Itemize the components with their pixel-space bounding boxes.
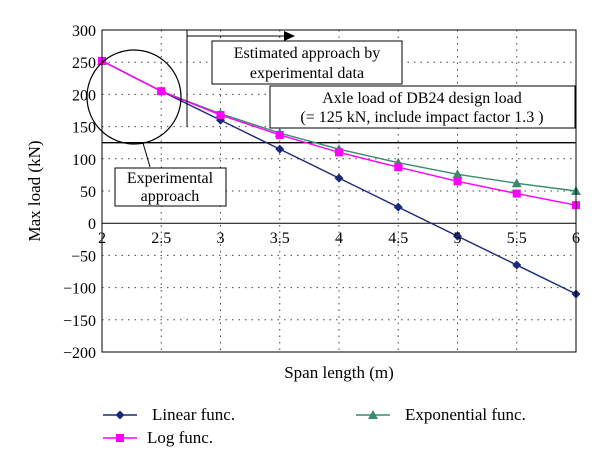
legend-label: Linear func. [152,405,235,424]
experimental-pointer [142,142,151,168]
legend-marker-triangle [368,410,378,419]
y-tick-label: −50 [71,248,96,265]
data-point-triangle [452,169,463,179]
data-point-diamond [393,202,403,212]
plot-area-frame [101,29,577,353]
axle-load-line-1: Axle load of DB24 design load [322,90,522,107]
data-point-triangle [511,178,522,188]
data-point-diamond [512,260,522,270]
y-tick-label: 50 [80,184,96,201]
data-point-square [453,177,462,186]
data-point-diamond [453,231,462,241]
data-point-square [512,189,521,198]
legend-marker-square [116,434,124,442]
tick-labels: 300 250 200 150 100 50 0 −50 −100 −150 −200 2 2.5 3 3.… [63,23,580,362]
legend-label: Log func. [147,428,213,447]
x-tick-label: 3.5 [270,230,290,247]
experimental-circle [86,49,182,145]
y-tick-label: 300 [72,23,96,40]
x-tick-label: 3 [217,230,225,247]
x-tick-label: 2 [98,230,106,247]
x-tick-label: 5 [454,230,462,247]
estimated-approach-line-1: Estimated approach by [234,45,381,62]
axle-load-line-2: (= 125 kN, include impact factor 1.3 ) [300,109,543,126]
x-tick-label: 4.5 [388,230,408,247]
y-tick-label: 250 [72,55,96,72]
y-tick-label: −150 [63,313,96,330]
x-tick-label: 4 [335,230,343,247]
data-point-square [216,111,225,120]
legend-marker-diamond [115,410,125,420]
data-point-square [275,130,284,139]
x-tick-label: 6 [572,230,580,247]
y-tick-label: 0 [88,216,96,233]
data-point-diamond [275,144,285,154]
legend: Linear func. Log func. Exponential func. [103,405,526,447]
y-tick-label: −200 [63,345,96,362]
legend-label: Exponential func. [405,405,526,424]
y-tick-label: 150 [72,120,96,137]
experimental-approach-box [114,167,227,207]
x-tick-label: 5.5 [507,230,527,247]
experimental-approach-line-2: approach [141,188,200,205]
data-point-square [157,87,166,96]
x-tick-label: 2.5 [151,230,171,247]
annotations: Estimated approach by experimental data Ex… [86,30,576,207]
experimental-approach-line-1: Experimental [127,170,214,187]
y-tick-label: 100 [72,152,96,169]
x-axis-label: Span length (m) [284,363,394,382]
y-tick-label: −100 [63,281,96,298]
data-point-diamond [334,173,344,183]
estimated-approach-box [211,40,403,85]
axle-load-box [269,85,576,129]
y-axis-label: Max load (kN) [25,140,44,241]
estimated-approach-line-2: experimental data [250,65,364,82]
arrow-head [284,31,295,41]
data-point-square [394,163,403,172]
y-tick-label: 200 [72,87,96,104]
data-point-square [335,148,343,157]
